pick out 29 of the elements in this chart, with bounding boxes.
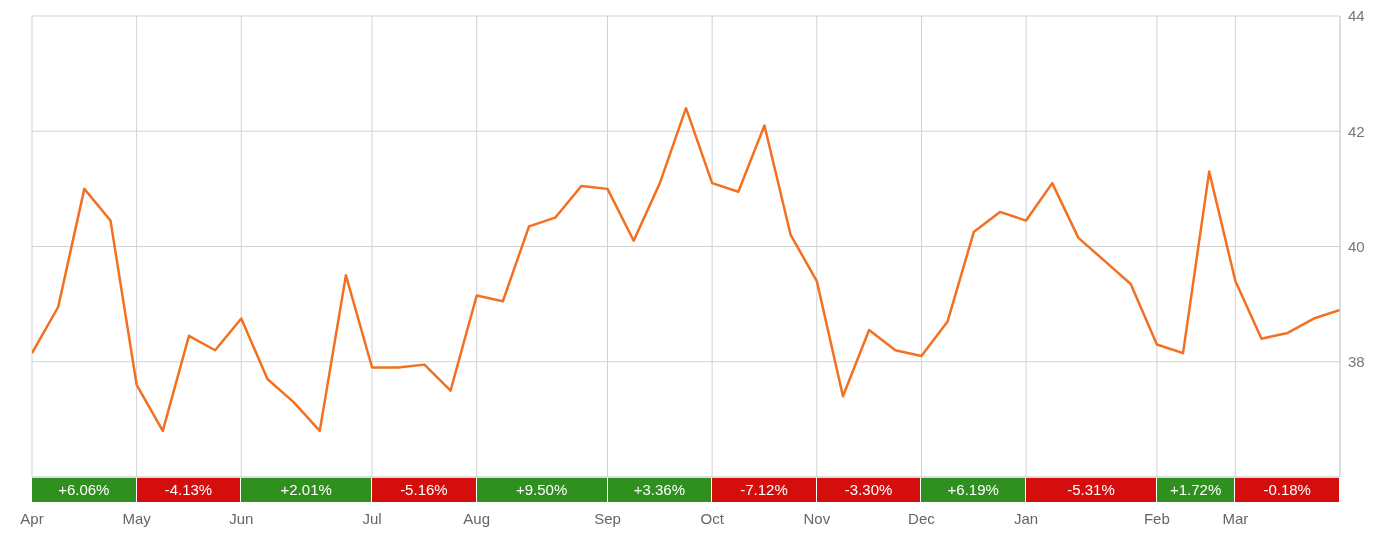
y-tick-label: 42 — [1348, 122, 1365, 140]
text: +9.50% — [476, 478, 607, 502]
text: -7.12% — [712, 478, 816, 502]
x-tick-label: Apr — [20, 509, 44, 527]
text: +6.19% — [921, 478, 1026, 502]
text: -5.31% — [1026, 478, 1156, 502]
text: -3.30% — [816, 478, 921, 502]
x-tick-label: Jun — [229, 509, 254, 527]
text: +3.36% — [607, 478, 712, 502]
y-tick-label: 44 — [1348, 7, 1365, 25]
x-tick-label: Oct — [700, 509, 725, 527]
text: +2.01% — [241, 478, 372, 502]
x-tick-label: Jul — [362, 509, 382, 527]
y-tick-label: 40 — [1348, 237, 1365, 255]
text: +1.72% — [1156, 478, 1235, 502]
x-tick-label: Nov — [803, 509, 831, 527]
line-series — [32, 106, 1340, 433]
x-tick-label: Mar — [1222, 509, 1249, 527]
x-tick-label: May — [122, 509, 152, 527]
x-tick-label: Jan — [1013, 509, 1039, 527]
text: +6.06% — [32, 478, 136, 502]
text: -0.18% — [1235, 478, 1339, 502]
x-tick-label: Dec — [908, 509, 936, 527]
x-tick-label: Sep — [594, 509, 621, 527]
x-tick-label: Aug — [463, 509, 491, 527]
x-tick-label: Feb — [1143, 509, 1170, 527]
y-tick-label: 38 — [1348, 353, 1365, 371]
text: -5.16% — [372, 478, 476, 502]
text: -4.13% — [136, 478, 241, 502]
